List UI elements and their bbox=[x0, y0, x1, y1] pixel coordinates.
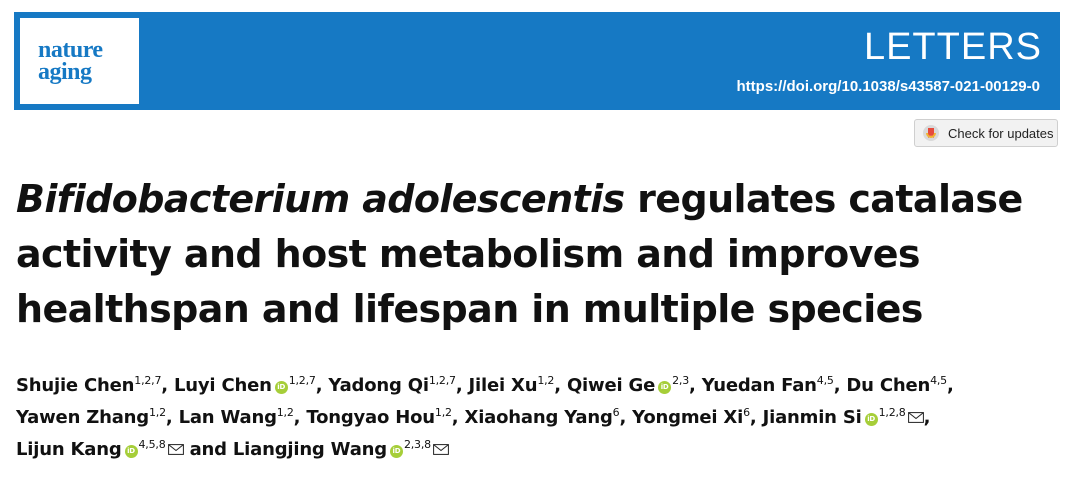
check-updates-icon bbox=[922, 124, 940, 142]
author-name[interactable]: Liangjing Wang bbox=[232, 439, 387, 460]
journal-logo[interactable]: nature aging bbox=[20, 18, 139, 104]
author-separator: , bbox=[293, 407, 307, 428]
author-name[interactable]: Qiwei Ge bbox=[566, 375, 656, 396]
author: Lijun Kang iD 4,5,8 and bbox=[16, 439, 233, 460]
email-icon[interactable] bbox=[167, 444, 184, 455]
author-name[interactable]: Yawen Zhang bbox=[16, 407, 149, 428]
author-separator: , bbox=[749, 407, 763, 428]
orcid-icon[interactable]: iD bbox=[124, 445, 138, 458]
author-separator: , bbox=[165, 407, 179, 428]
author-affiliation[interactable]: 1,2 bbox=[537, 374, 555, 387]
orcid-icon[interactable]: iD bbox=[274, 381, 288, 394]
author-separator: , bbox=[833, 375, 847, 396]
article-title: Bifidobacterium adolescentis regulates c… bbox=[16, 172, 1066, 337]
author-affiliation[interactable]: 1,2,7 bbox=[428, 374, 456, 387]
author-affiliation[interactable]: 4,5 bbox=[816, 374, 834, 387]
author-separator: and bbox=[183, 439, 233, 460]
author: Jianmin Si iD 1,2,8, bbox=[763, 407, 931, 428]
author-name[interactable]: Jilei Xu bbox=[468, 375, 538, 396]
author: Tongyao Hou1,2, bbox=[306, 407, 464, 428]
orcid-icon[interactable]: iD bbox=[658, 381, 672, 394]
author-separator: , bbox=[689, 375, 702, 396]
author-name[interactable]: Jianmin Si bbox=[762, 407, 862, 428]
author: Yadong Qi1,2,7, bbox=[328, 375, 468, 396]
author-name[interactable]: Yadong Qi bbox=[328, 375, 429, 396]
author-separator: , bbox=[554, 375, 567, 396]
author-affiliation[interactable]: 1,2 bbox=[276, 406, 294, 419]
author-affiliation[interactable]: 4,5 bbox=[930, 374, 947, 387]
orcid-icon[interactable]: iD bbox=[389, 445, 403, 458]
author-affiliation[interactable]: 1,2 bbox=[148, 406, 166, 419]
check-updates-label: Check for updates bbox=[948, 125, 1054, 141]
logo-line-1: nature bbox=[38, 37, 103, 63]
author: Yongmei Xi6, bbox=[632, 407, 762, 428]
author-affiliation[interactable]: 4,5,8 bbox=[138, 438, 166, 451]
author-separator: , bbox=[923, 407, 931, 428]
author: Du Chen4,5, bbox=[846, 375, 953, 396]
author: Jilei Xu1,2, bbox=[469, 375, 567, 396]
orcid-icon[interactable]: iD bbox=[864, 413, 878, 426]
author-name[interactable]: Lijun Kang bbox=[16, 439, 122, 460]
author: Liangjing Wang iD 2,3,8 bbox=[233, 439, 449, 460]
author-affiliation[interactable]: 6 bbox=[612, 406, 620, 419]
author-name[interactable]: Du Chen bbox=[846, 375, 931, 396]
author-affiliation[interactable]: 2,3 bbox=[672, 374, 689, 387]
check-for-updates-button[interactable]: Check for updates bbox=[914, 119, 1058, 147]
author-separator: , bbox=[161, 375, 174, 396]
author: Yawen Zhang1,2, bbox=[16, 407, 179, 428]
doi-link[interactable]: https://doi.org/10.1038/s43587-021-00129… bbox=[736, 78, 1041, 95]
author-separator: , bbox=[451, 407, 465, 428]
author-affiliation[interactable]: 1,2,7 bbox=[134, 374, 162, 387]
author-list: Shujie Chen1,2,7, Luyi Chen iD 1,2,7, Yado… bbox=[16, 370, 1066, 466]
author-name[interactable]: Yongmei Xi bbox=[632, 407, 744, 428]
title-line-2: activity and host metabolism and improve… bbox=[16, 232, 921, 276]
logo-line-2: aging bbox=[38, 59, 92, 85]
email-icon[interactable] bbox=[433, 444, 449, 455]
author-separator: , bbox=[946, 375, 954, 396]
author-name[interactable]: Lan Wang bbox=[178, 407, 277, 428]
author-affiliation[interactable]: 1,2,7 bbox=[288, 374, 316, 387]
author-affiliation[interactable]: 2,3,8 bbox=[403, 438, 431, 451]
author-affiliation[interactable]: 1,2,8 bbox=[878, 406, 906, 419]
author-name[interactable]: Luyi Chen bbox=[173, 375, 272, 396]
author-name[interactable]: Tongyao Hou bbox=[306, 407, 435, 428]
author: Shujie Chen1,2,7, bbox=[16, 375, 174, 396]
author: Luyi Chen iD 1,2,7, bbox=[174, 375, 328, 396]
journal-banner: nature aging LETTERS https://doi.org/10.… bbox=[14, 12, 1060, 110]
title-line-3: healthspan and lifespan in multiple spec… bbox=[16, 287, 923, 331]
author: Qiwei Ge iD 2,3, bbox=[567, 375, 702, 396]
author-affiliation[interactable]: 1,2 bbox=[434, 406, 452, 419]
title-species: Bifidobacterium adolescentis bbox=[16, 177, 625, 221]
author-affiliation[interactable]: 6 bbox=[743, 406, 750, 419]
author: Lan Wang1,2, bbox=[179, 407, 307, 428]
author-separator: , bbox=[619, 407, 633, 428]
author-name[interactable]: Xiaohang Yang bbox=[464, 407, 613, 428]
article-type-label: LETTERS bbox=[863, 26, 1042, 68]
author-name[interactable]: Shujie Chen bbox=[16, 375, 135, 396]
author: Xiaohang Yang6, bbox=[465, 407, 633, 428]
author: Yuedan Fan4,5, bbox=[702, 375, 847, 396]
author-separator: , bbox=[315, 375, 329, 396]
author-separator: , bbox=[455, 375, 469, 396]
title-line-1-rest: regulates catalase bbox=[624, 177, 1023, 221]
author-name[interactable]: Yuedan Fan bbox=[701, 375, 817, 396]
email-icon[interactable] bbox=[907, 412, 924, 423]
